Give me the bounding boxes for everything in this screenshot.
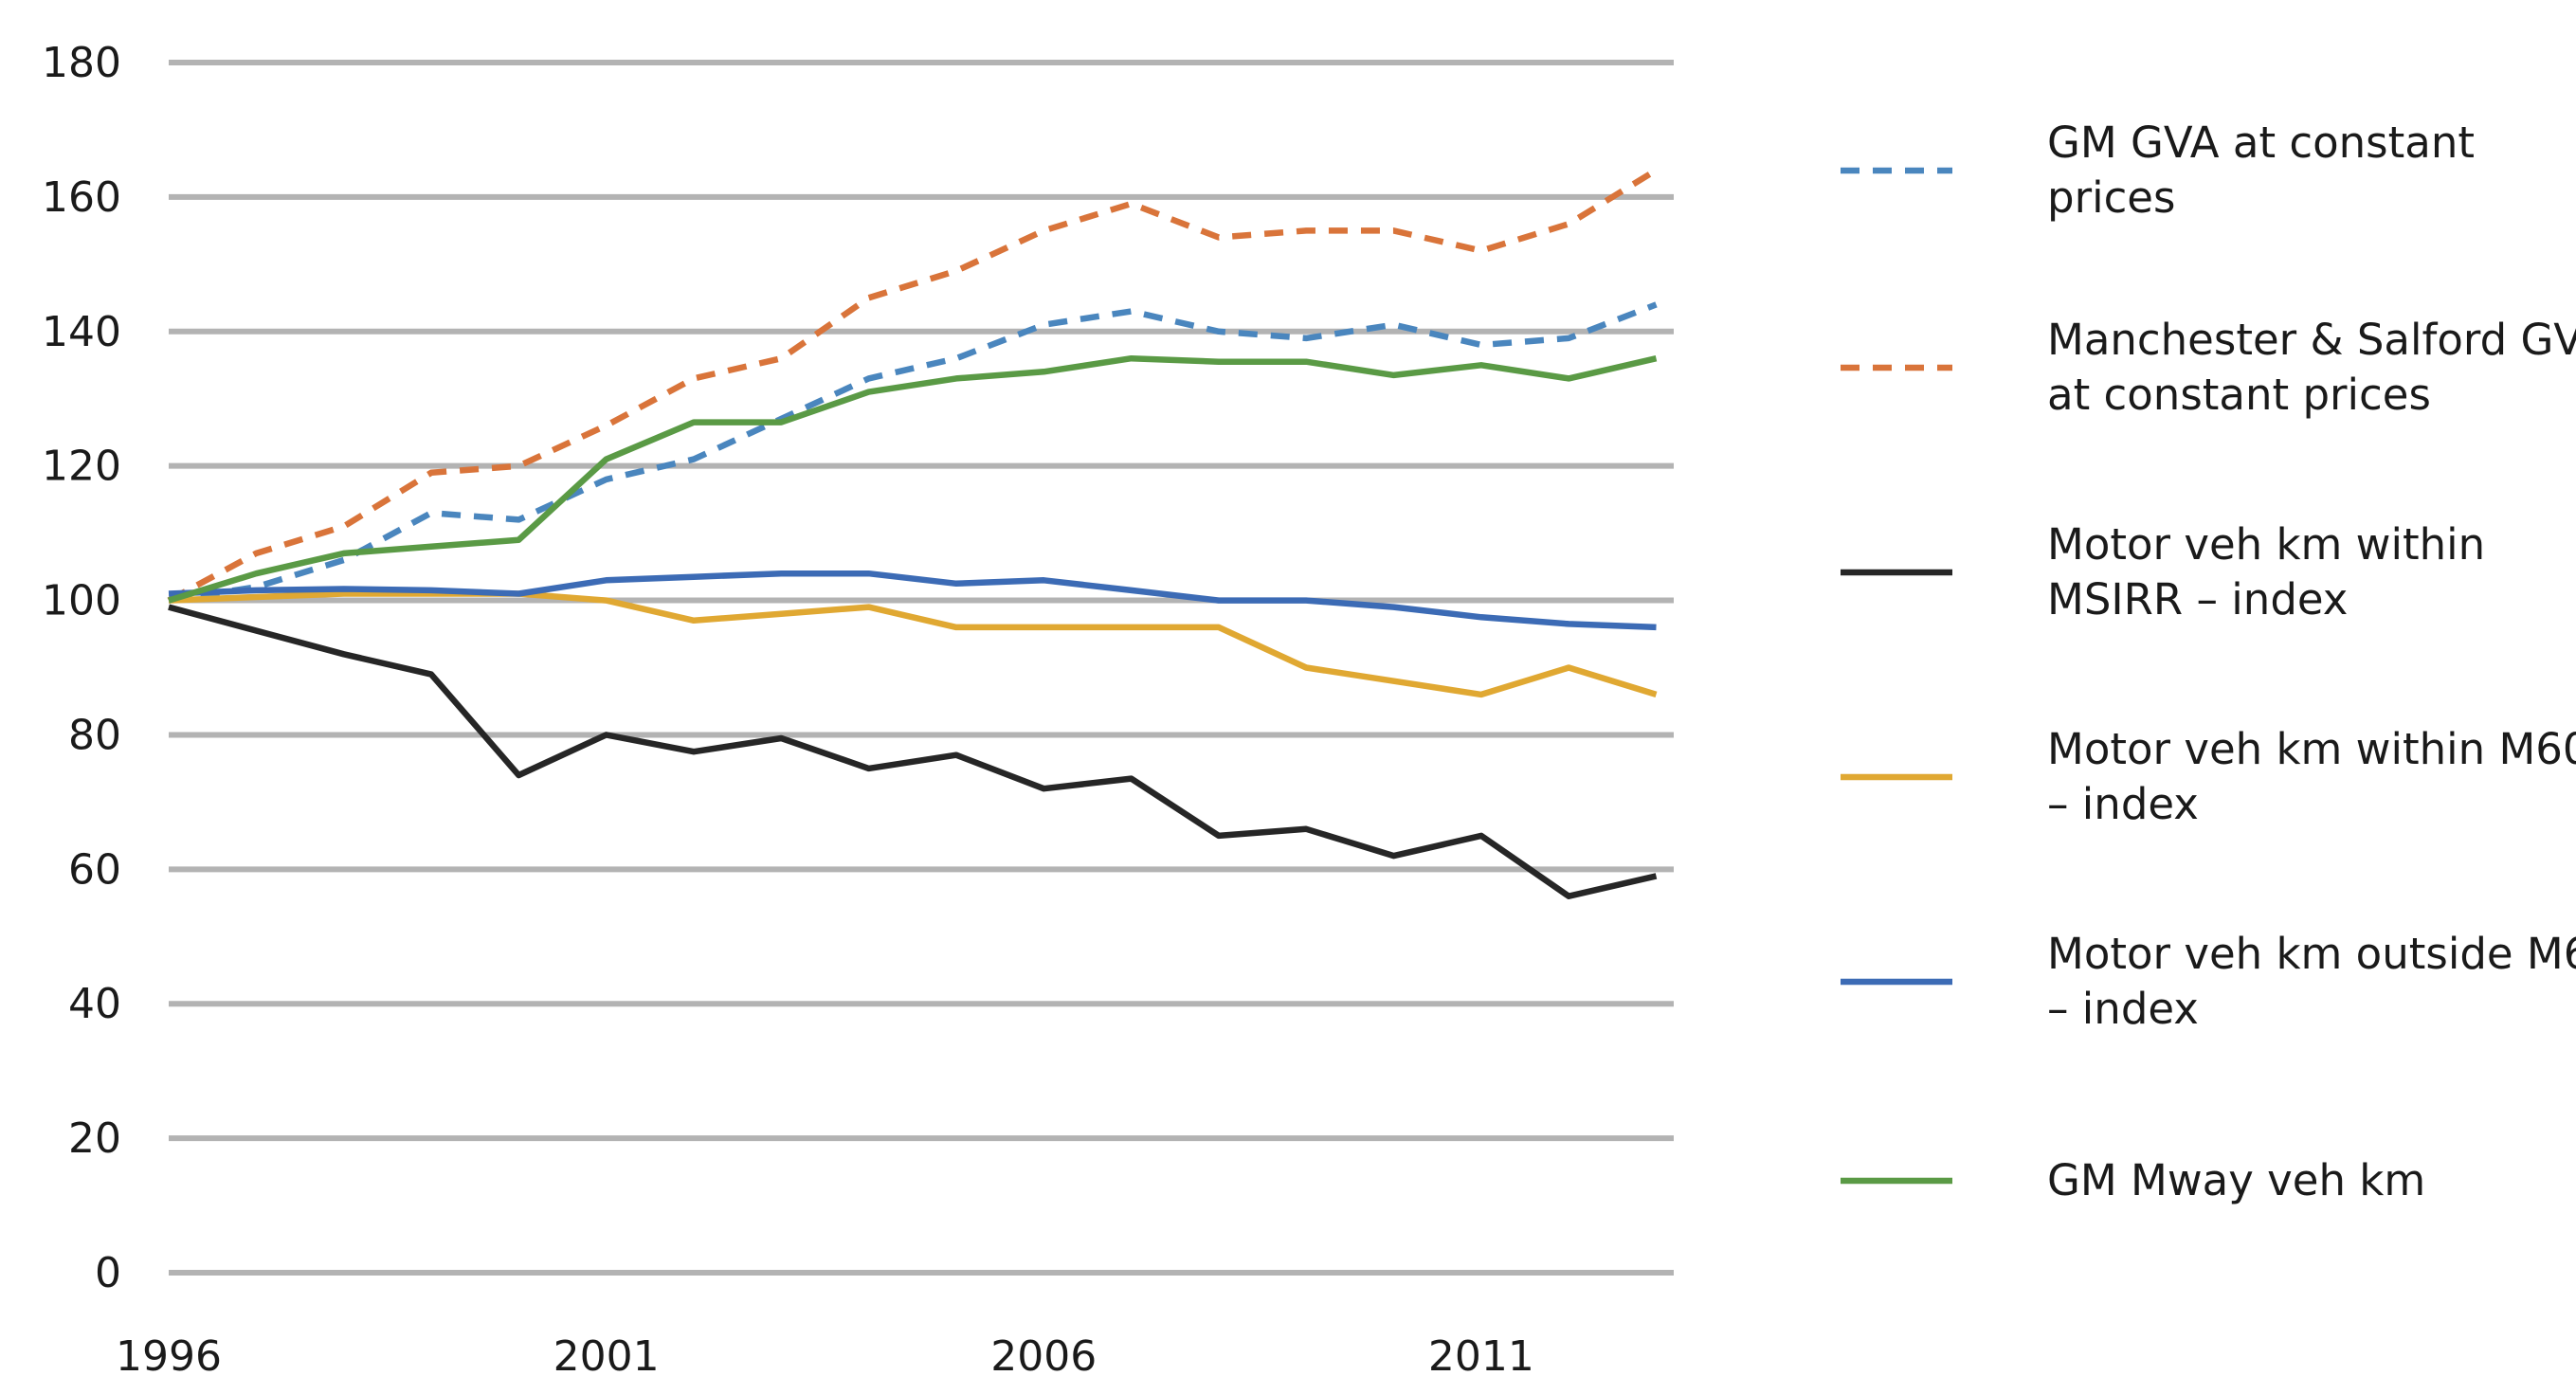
y-tick-label: 0 — [95, 1249, 121, 1297]
series-line-1 — [168, 301, 1658, 604]
y-tick-label: 100 — [42, 577, 121, 625]
series-line-3 — [168, 604, 1658, 899]
legend-item-3: Motor veh km within MSIRR – index — [1841, 519, 2485, 625]
legend-label: Motor veh km within M60– index — [2047, 724, 2576, 829]
legend-label: GM GVA at constant prices — [2047, 118, 2475, 223]
y-tick-label: 60 — [68, 845, 121, 894]
y-tick-label: 20 — [68, 1114, 121, 1163]
y-axis-tick-labels: 0 20 40 60 80 100 120 140 160 180 — [42, 39, 121, 1297]
y-tick-label: 120 — [42, 443, 121, 491]
legend-item-5: Motor veh km outside M60– index — [1841, 929, 2576, 1034]
y-tick-label: 160 — [42, 173, 121, 222]
series-line-6 — [168, 354, 1658, 604]
series-line-5 — [168, 570, 1657, 631]
y-tick-label: 80 — [68, 711, 121, 759]
x-tick-label: 1996 — [116, 1332, 222, 1381]
y-tick-label: 140 — [42, 308, 121, 356]
legend-label: Motor veh km outside M60– index — [2047, 929, 2576, 1034]
x-tick-label: 2011 — [1428, 1332, 1534, 1381]
legend-item-4: Motor veh km within M60– index — [1841, 724, 2576, 829]
series-line-2 — [167, 167, 1659, 604]
legend-item-2: Manchester & Salford GVA at constant pric… — [1841, 315, 2576, 420]
x-axis-tick-labels: 1996 2001 2006 2011 — [116, 1332, 1534, 1381]
x-tick-label: 2001 — [553, 1332, 660, 1381]
y-tick-label: 40 — [68, 980, 121, 1028]
gridlines — [169, 60, 1674, 1276]
legend-item-1: GM GVA at constant prices — [1841, 118, 2475, 223]
x-tick-label: 2006 — [990, 1332, 1097, 1381]
legend: GM GVA at constant prices Manchester & Sal… — [1841, 118, 2576, 1205]
legend-label: Motor veh km within MSIRR – index — [2047, 519, 2485, 625]
legend-label: GM Mway veh km — [2047, 1155, 2425, 1205]
legend-label: Manchester & Salford GVA at constant pric… — [2047, 315, 2576, 420]
y-tick-label: 180 — [42, 39, 121, 87]
legend-item-6: GM Mway veh km — [1841, 1155, 2425, 1205]
series-line-4 — [168, 590, 1658, 698]
series-lines — [167, 167, 1659, 899]
